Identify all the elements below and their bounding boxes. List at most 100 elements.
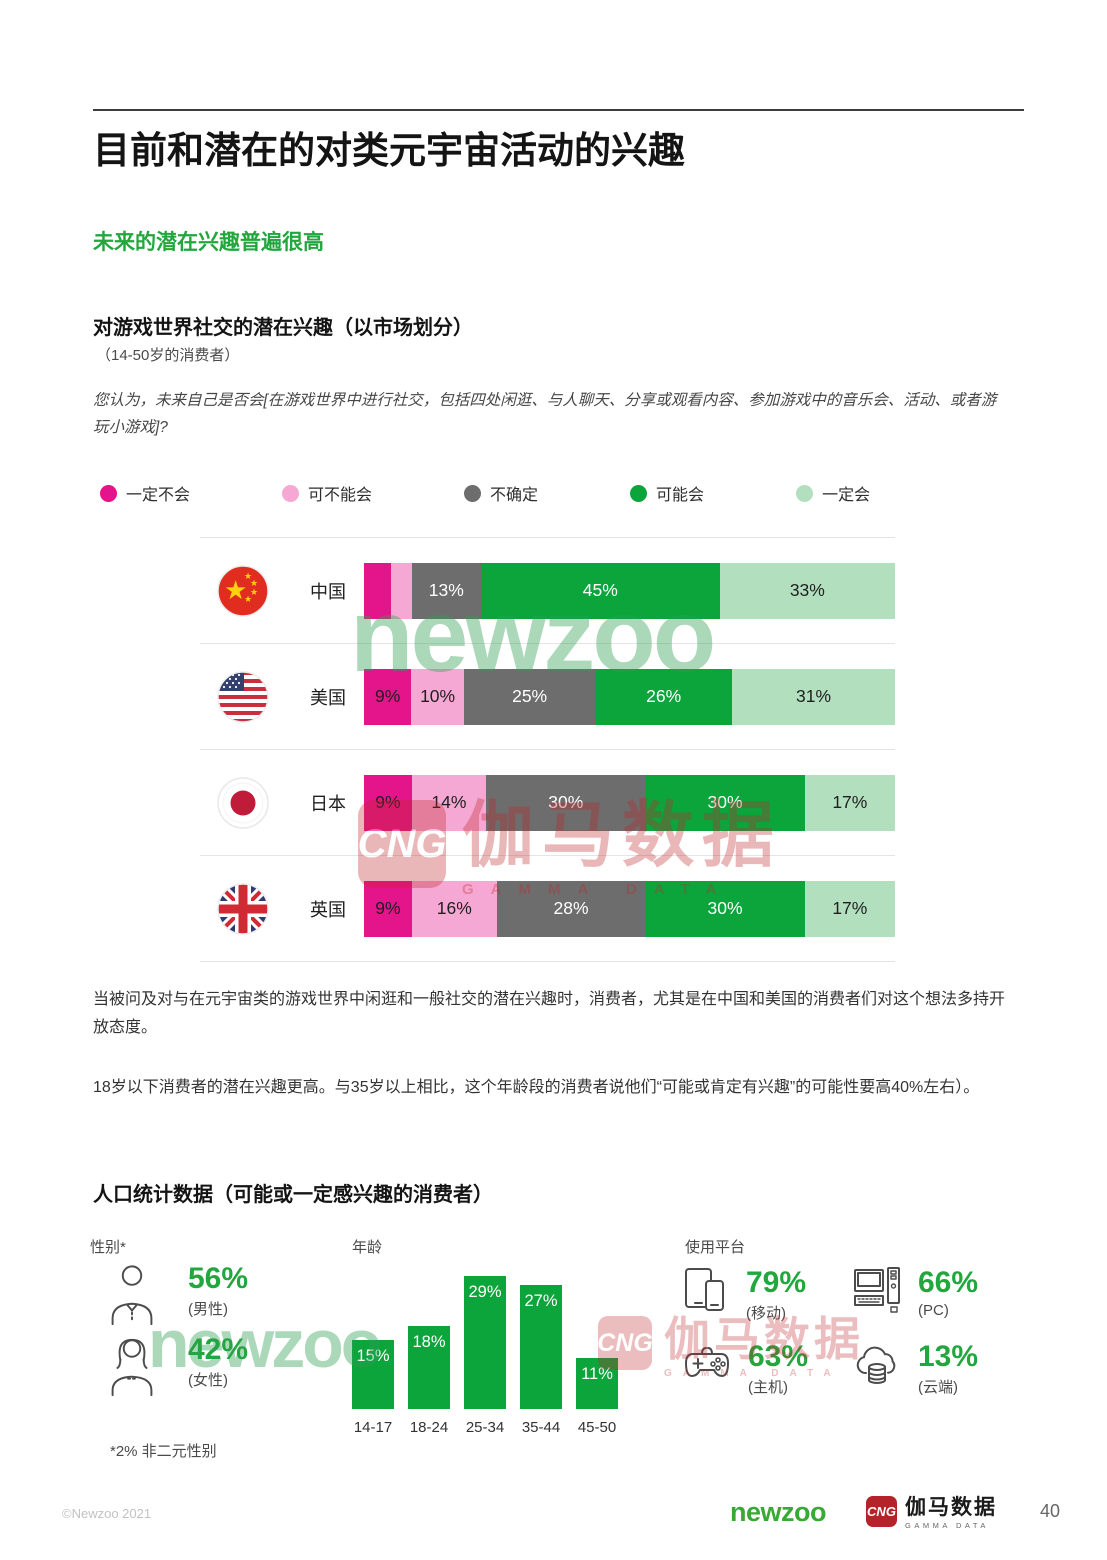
bar-segment-label: 28%: [553, 898, 589, 918]
market-row: ★ ★ ★ ★ ★ 中国 13% 45% 33%: [200, 537, 895, 643]
legend-label: 不确定: [490, 487, 539, 504]
legend-swatch: [630, 484, 648, 502]
bar-segment-label: 33%: [789, 580, 825, 600]
female-percentage: 42%: [188, 1333, 249, 1366]
bar-segment-label: 31%: [795, 686, 832, 706]
age-bar: 11%: [576, 1358, 618, 1409]
age-axis-labels: 14-17 18-24 25-34 35-44 45-50: [352, 1419, 618, 1436]
bar-segment: 13%: [411, 562, 481, 619]
bar-segment-label: 13%: [428, 580, 464, 600]
bar-segment: 14%: [411, 774, 487, 831]
svg-text:★: ★: [244, 571, 252, 581]
market-label: 中国: [310, 581, 346, 602]
uk-flag-icon: [217, 882, 269, 935]
bar-segment: 45%: [480, 562, 720, 619]
pc-percentage: 66%: [918, 1266, 979, 1299]
bar-segment-label: 16%: [436, 898, 472, 918]
bar-segment-label: 9%: [375, 898, 401, 918]
cloud-icon: [856, 1346, 896, 1384]
age-bar-value: 15%: [356, 1347, 390, 1365]
console-icon: [685, 1347, 729, 1377]
age-label: 年龄: [352, 1239, 383, 1256]
bar-segment: [390, 562, 412, 619]
market-stacked-chart: ★ ★ ★ ★ ★ 中国 13% 45% 33% 美国 9% 10% 25% 26% 31% 日本 9% 14% 3…: [200, 537, 895, 962]
stacked-bar: 13% 45% 33%: [364, 562, 895, 619]
bar-segment: 30%: [645, 880, 805, 937]
us-flag-icon: [217, 670, 269, 723]
female-caption: (女性): [188, 1372, 228, 1389]
market-row: 英国 9% 16% 28% 30% 17%: [200, 855, 895, 961]
jp-flag-icon: [217, 776, 269, 829]
gender-female-stat: 42% (女性): [106, 1333, 248, 1399]
survey-question: 您认为，未来自己是否会[在游戏世界中进行社交，包括四处闲逛、与人聊天、分享或观看…: [93, 392, 997, 437]
legend-item: 一定会: [796, 481, 870, 505]
legend-item: 一定不会: [100, 481, 190, 505]
svg-text:★: ★: [250, 578, 258, 588]
bar-segment-label: 9%: [375, 686, 401, 706]
bar-segment-label: 30%: [707, 792, 743, 812]
legend-swatch: [282, 484, 300, 502]
bar-segment: 30%: [486, 774, 646, 831]
stacked-bar: 9% 14% 30% 30% 17%: [364, 774, 895, 831]
bar-segment: 17%: [804, 880, 895, 937]
age-bar: 29%: [464, 1276, 506, 1409]
console-caption: (主机): [748, 1379, 788, 1396]
gamma-logo-cn: 伽马数据: [905, 1496, 997, 1519]
bar-segment: 10%: [411, 668, 464, 725]
mobile-caption: (移动): [746, 1305, 786, 1322]
mobile-percentage: 79%: [746, 1266, 807, 1299]
gender-male-stat: 56% (男性): [106, 1262, 248, 1328]
female-icon: [111, 1338, 153, 1397]
bar-segment: 25%: [463, 668, 596, 725]
age-bar-value: 11%: [581, 1365, 613, 1383]
legend-item: 不确定: [464, 481, 538, 505]
svg-text:★: ★: [224, 575, 247, 605]
commentary-paragraph-1: 当被问及对与在元宇宙类的游戏世界中闲逛和一般社交的潜在兴趣时，消费者，尤其是在中…: [93, 991, 1006, 1036]
age-bar-value: 18%: [412, 1333, 446, 1351]
age-bar-value: 27%: [524, 1292, 558, 1310]
chart-scope: （14-50岁的消费者）: [96, 347, 240, 364]
bar-segment-label: 30%: [548, 792, 584, 812]
bar-segment: 17%: [804, 774, 895, 831]
bar-segment: 16%: [411, 880, 497, 937]
platform-console-stat: 63% (主机): [683, 1340, 808, 1397]
bar-segment: 33%: [719, 562, 895, 619]
bar-segment: 28%: [496, 880, 646, 937]
demographics-heading: 人口统计数据（可能或一定感兴趣的消费者）: [93, 1184, 493, 1206]
bar-segment-label: 25%: [512, 686, 548, 706]
bar-segment: [364, 562, 391, 619]
chart-legend: 一定不会 可不能会 不确定 可能会 一定会: [100, 481, 870, 505]
svg-text:★: ★: [244, 594, 252, 604]
age-bar: 15%: [352, 1340, 394, 1409]
legend-label: 可不能会: [308, 487, 373, 504]
age-bar: 18%: [408, 1326, 450, 1409]
bar-segment-label: 45%: [582, 580, 618, 600]
bar-segment: 9%: [364, 668, 412, 725]
console-percentage: 63%: [748, 1340, 809, 1373]
market-row: 美国 9% 10% 25% 26% 31%: [200, 643, 895, 749]
age-tick-label: 45-50: [577, 1419, 617, 1436]
legend-label: 一定不会: [126, 487, 191, 504]
cng-logo-badge: CNG: [866, 1496, 897, 1527]
platform-mobile-stat: 79% (移动): [683, 1266, 806, 1323]
commentary-paragraph-2: 18岁以下消费者的潜在兴趣更高。与35岁以上相比，这个年龄段的消费者说他们“可能…: [93, 1079, 980, 1096]
cloud-caption: (云端): [918, 1379, 958, 1396]
age-bar-value: 29%: [468, 1283, 502, 1301]
pc-caption: (PC): [918, 1302, 949, 1319]
key-insight: 未来的潜在兴趣普遍很高: [93, 231, 324, 254]
platforms-label: 使用平台: [685, 1239, 746, 1256]
platform-cloud-stat: 13% (云端): [853, 1340, 978, 1397]
gamma-data-logo: CNG 伽马数据 GAMMA DATA: [866, 1496, 997, 1530]
market-label: 日本: [310, 793, 346, 814]
page-number: 40: [1040, 1501, 1061, 1521]
bar-segment-label: 17%: [832, 898, 868, 918]
market-label: 美国: [310, 687, 346, 708]
header-rule: [93, 109, 1024, 111]
bar-segment: 9%: [364, 880, 412, 937]
chart-heading: 对游戏世界社交的潜在兴趣（以市场划分）: [93, 317, 473, 339]
male-icon: [111, 1265, 153, 1326]
market-row: 日本 9% 14% 30% 30% 17%: [200, 749, 895, 855]
stacked-bar: 9% 16% 28% 30% 17%: [364, 880, 895, 937]
age-bar-chart: 15% 18% 29% 27% 11%: [352, 1276, 618, 1409]
